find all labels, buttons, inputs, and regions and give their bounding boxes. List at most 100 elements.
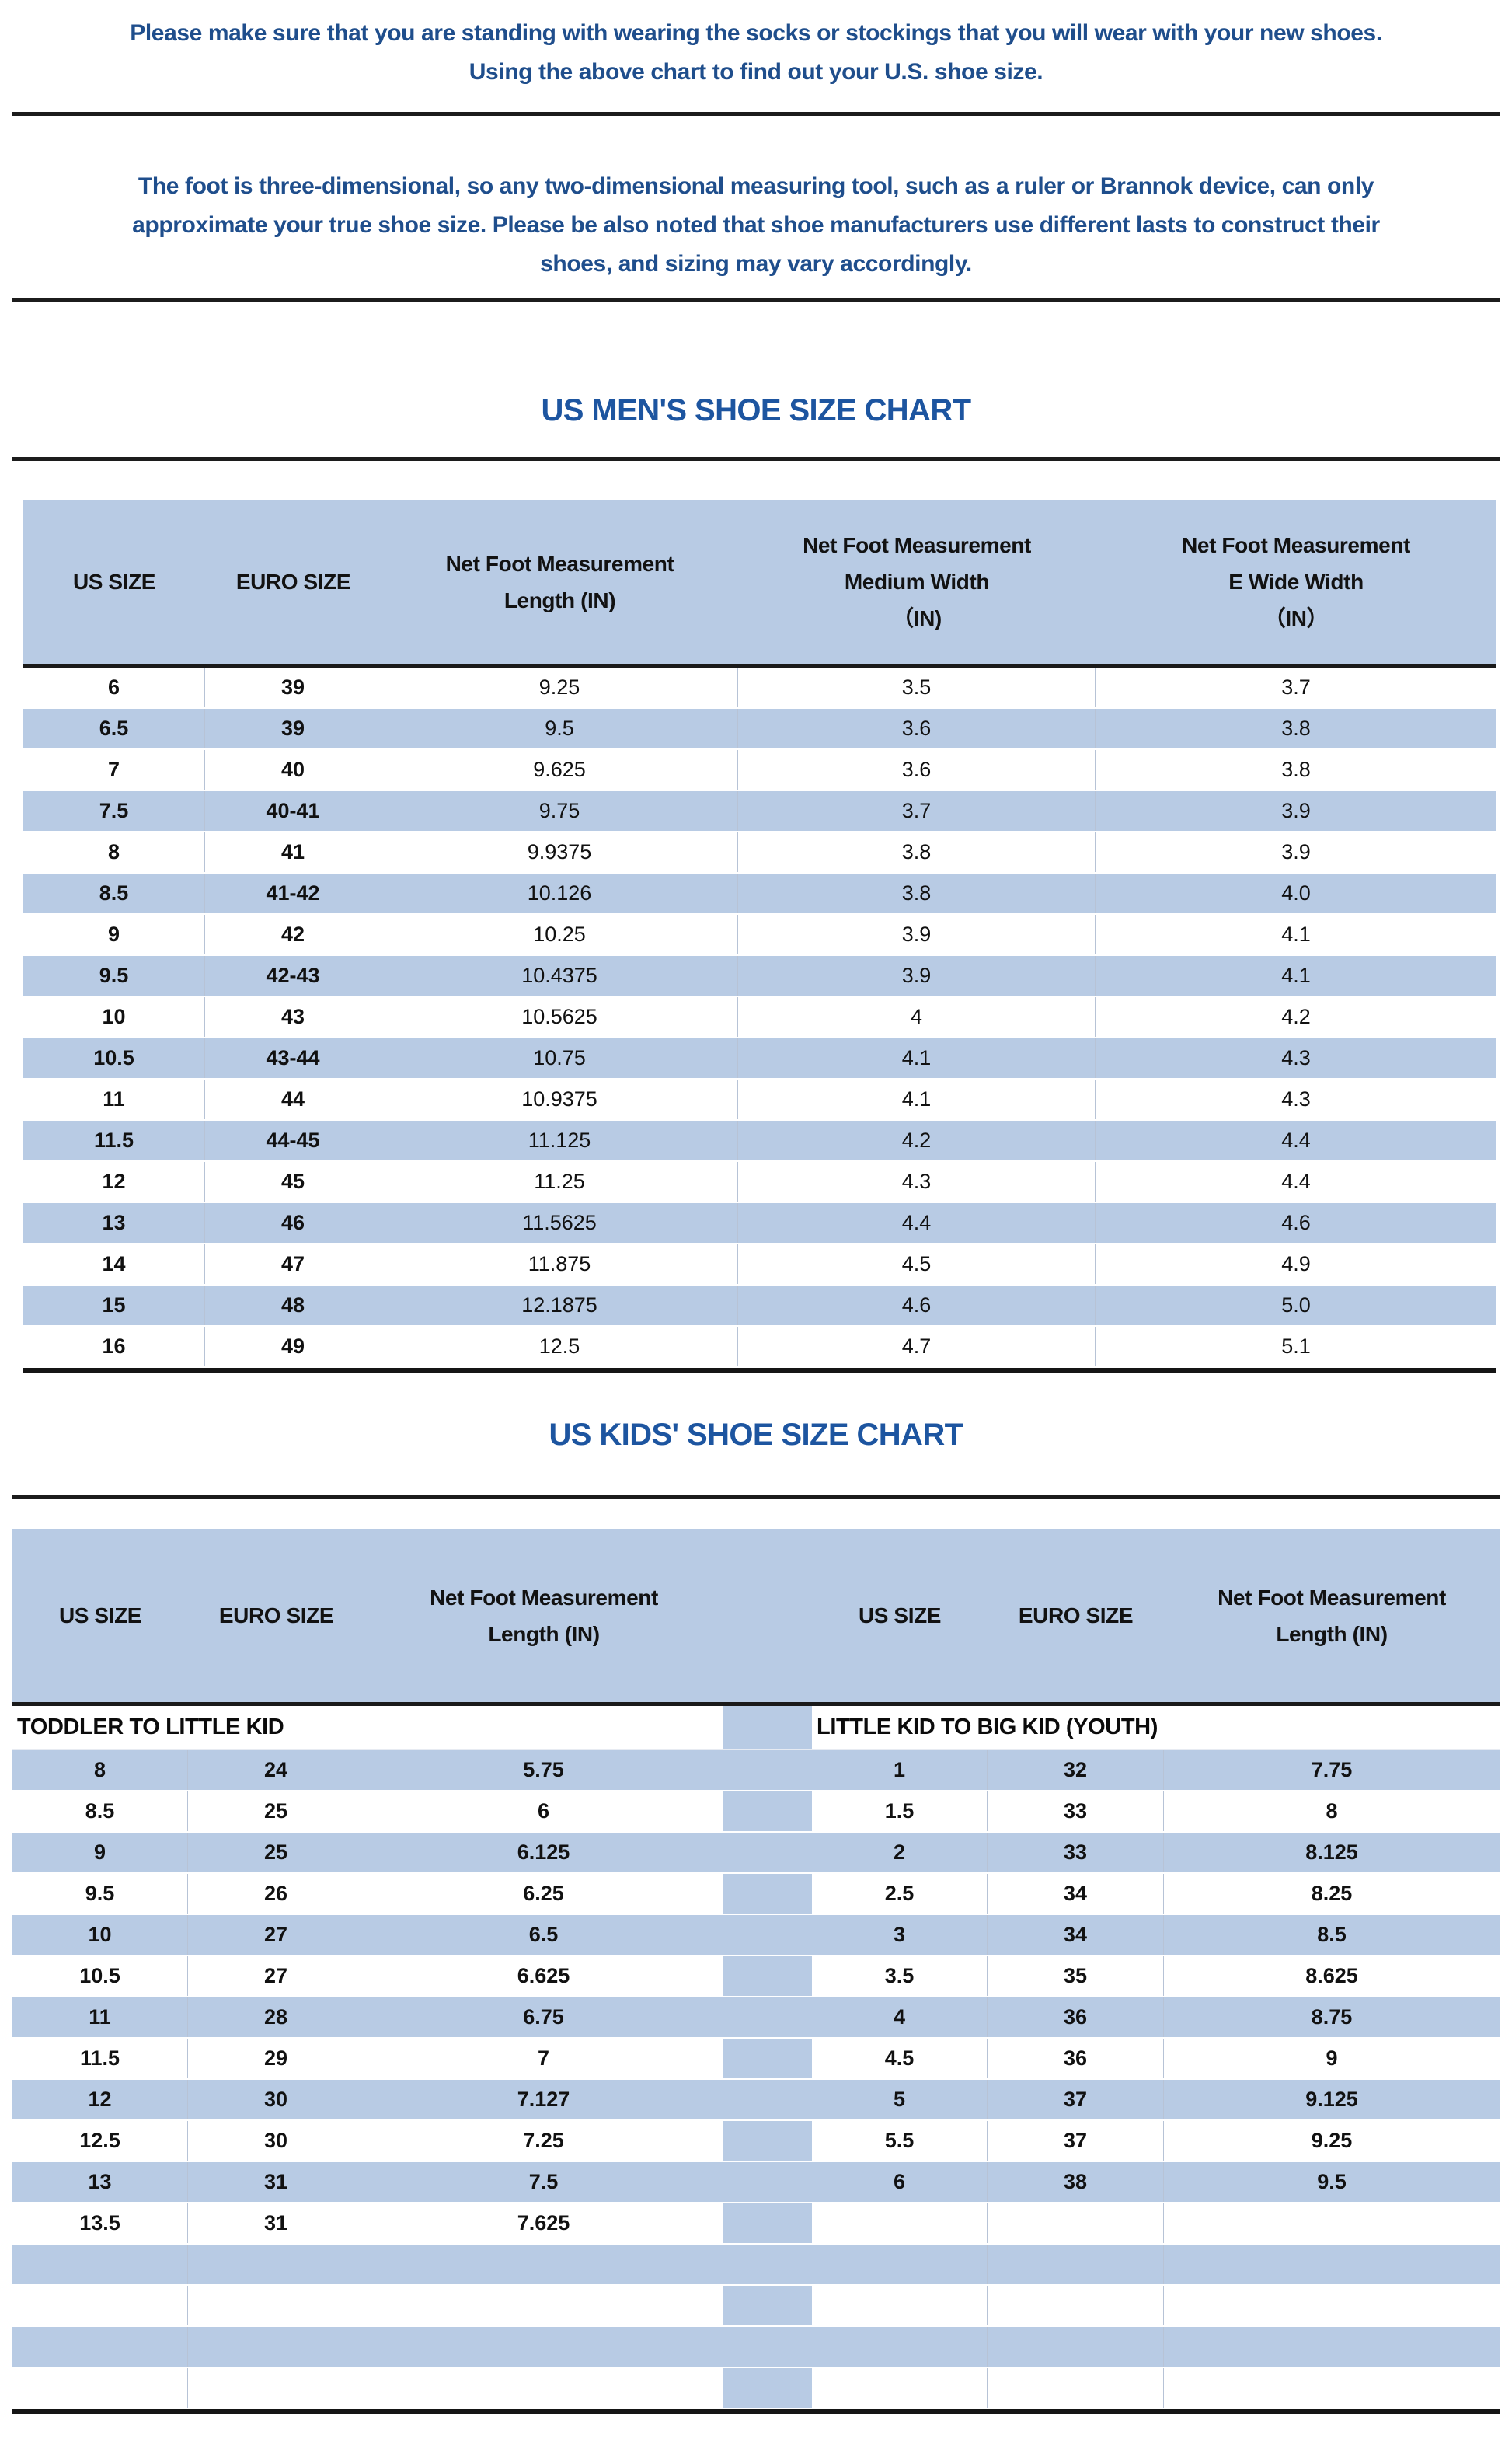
mens-table-row: 6.5 39 9.5 3.6 3.8 <box>23 709 1496 750</box>
cell: 1.5 <box>812 1791 988 1831</box>
cell: 7.5 <box>23 791 205 831</box>
cell: 9 <box>1326 2046 1338 2070</box>
cell: 6.125 <box>364 1833 723 1872</box>
mens-table-body: 6 39 9.25 3.5 3.7 6.5 39 9.5 3.6 3.8 7 40 9.625 3.6 3.… <box>23 668 1496 1368</box>
cell: 8.5 <box>1317 1923 1347 1946</box>
cell: 3.9 <box>738 956 1096 996</box>
section-label-youth: LITTLE KID TO BIG KID (YOUTH) <box>817 1715 1158 1739</box>
table-gap-column <box>723 2286 812 2325</box>
cell: 33 <box>988 1791 1164 1831</box>
header-length-right: Net Foot Measurement Length (IN) <box>1218 1585 1446 1646</box>
cell: 27 <box>188 1956 364 1996</box>
kids-table-row: 12 30 7.127 5 37 9.125 <box>12 2080 1500 2121</box>
cell: 9.125 <box>1305 2088 1358 2111</box>
cell: 39 <box>205 709 381 748</box>
cell: 3.8 <box>1281 717 1311 740</box>
cell: 4.4 <box>1281 1170 1311 1193</box>
intro-paragraph-1: Please make sure that you are standing w… <box>130 20 1382 85</box>
mens-table-row: 8.5 41-42 10.126 3.8 4.0 <box>23 874 1496 915</box>
mens-table-row: 12 45 11.25 4.3 4.4 <box>23 1162 1496 1203</box>
cell <box>12 2286 188 2325</box>
cell: 7.25 <box>364 2121 723 2161</box>
cell: 39 <box>205 668 381 707</box>
cell <box>188 2327 364 2367</box>
cell: 10.5 <box>12 1956 188 1996</box>
header-us-size-left: US SIZE <box>58 1603 142 1627</box>
table-gap-column <box>723 2162 812 2202</box>
section-label-toddler: TODDLER TO LITTLE KID <box>12 1706 364 1749</box>
cell: 3.9 <box>1281 799 1311 822</box>
table-gap-column <box>723 1997 812 2037</box>
header-medium-width: Net Foot Measurement Medium Width （IN) <box>803 533 1031 630</box>
cell: 11.25 <box>381 1162 738 1202</box>
cell: 34 <box>988 1874 1164 1914</box>
cell: 16 <box>23 1327 205 1366</box>
cell: 45 <box>205 1162 381 1202</box>
cell: 11 <box>23 1080 205 1119</box>
mens-size-table: US SIZE EURO SIZE Net Foot Measurement L… <box>23 500 1496 1373</box>
cell: 11 <box>12 1997 188 2037</box>
cell: 10.5 <box>23 1038 205 1078</box>
cell: 4 <box>738 997 1096 1037</box>
cell: 10.75 <box>381 1038 738 1078</box>
cell <box>12 2245 188 2284</box>
mens-table-row: 10 43 10.5625 4 4.2 <box>23 997 1496 1038</box>
table-gap-column <box>723 2368 812 2408</box>
cell: 14 <box>23 1244 205 1284</box>
cell: 4.3 <box>1281 1087 1311 1111</box>
cell: 6.75 <box>364 1997 723 2037</box>
cell <box>364 2368 723 2408</box>
cell <box>364 2245 723 2284</box>
cell <box>812 2245 988 2284</box>
cell: 12 <box>23 1162 205 1202</box>
cell: 37 <box>988 2080 1164 2119</box>
cell: 2.5 <box>812 1874 988 1914</box>
cell: 31 <box>188 2203 364 2243</box>
cell: 35 <box>988 1956 1164 1996</box>
cell: 13 <box>23 1203 205 1243</box>
header-euro-size-right: EURO SIZE <box>1018 1603 1134 1627</box>
cell: 36 <box>988 2039 1164 2078</box>
cell <box>988 2203 1164 2243</box>
cell: 8.125 <box>1305 1840 1358 1864</box>
section-divider <box>12 298 1500 302</box>
table-gap-column <box>723 2245 812 2284</box>
cell: 3.6 <box>738 709 1096 748</box>
table-gap-column <box>723 2039 812 2078</box>
cell: 9.25 <box>381 668 738 707</box>
section-divider <box>12 457 1500 461</box>
cell: 30 <box>188 2080 364 2119</box>
cell: 7.625 <box>364 2203 723 2243</box>
kids-size-table: US SIZE EURO SIZE Net Foot Measurement L… <box>12 1529 1500 2414</box>
cell: 1 <box>812 1750 988 1790</box>
header-euro-size-left: EURO SIZE <box>218 1603 334 1627</box>
header-euro-size: EURO SIZE <box>235 570 351 594</box>
header-us-size: US SIZE <box>72 570 156 594</box>
mens-table-row: 7.5 40-41 9.75 3.7 3.9 <box>23 791 1496 832</box>
cell <box>988 2245 1164 2284</box>
cell: 49 <box>205 1327 381 1366</box>
kids-table-row: 11.5 29 7 4.5 36 9 <box>12 2039 1500 2080</box>
cell <box>12 2368 188 2408</box>
bottom-margin <box>0 2414 1512 2441</box>
cell: 32 <box>988 1750 1164 1790</box>
cell: 48 <box>205 1286 381 1325</box>
cell: 3.8 <box>738 874 1096 913</box>
cell: 13.5 <box>12 2203 188 2243</box>
table-gap-column <box>723 1791 812 1831</box>
cell: 44 <box>205 1080 381 1119</box>
cell: 9.5 <box>1317 2170 1347 2193</box>
cell: 9.25 <box>1311 2129 1353 2152</box>
cell: 9.75 <box>381 791 738 831</box>
cell: 46 <box>205 1203 381 1243</box>
cell: 3.8 <box>1281 758 1311 781</box>
cell: 6 <box>812 2162 988 2202</box>
cell: 4.3 <box>1281 1046 1311 1069</box>
table-gap-column <box>723 2080 812 2119</box>
cell: 6 <box>23 668 205 707</box>
cell: 4.3 <box>738 1162 1096 1202</box>
cell: 3.5 <box>738 668 1096 707</box>
cell: 4.2 <box>738 1121 1096 1160</box>
cell <box>364 2327 723 2367</box>
cell: 6.25 <box>364 1874 723 1914</box>
